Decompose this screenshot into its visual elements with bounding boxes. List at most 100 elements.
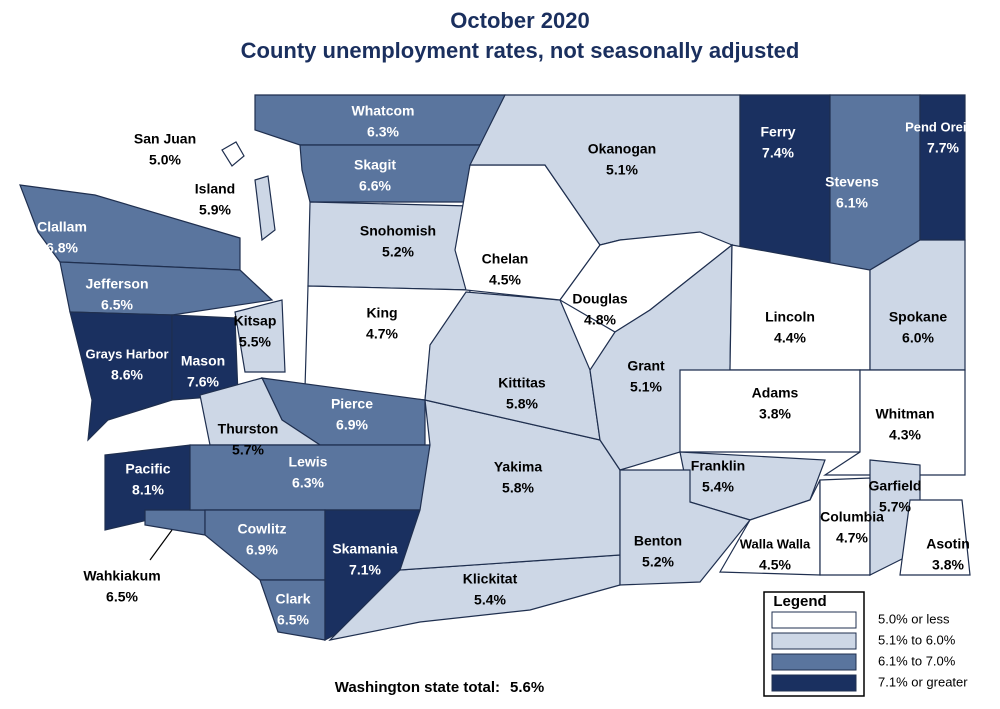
county-rate: 5.4% <box>702 479 734 495</box>
county-rate: 8.1% <box>132 482 164 498</box>
county-rate: 5.7% <box>879 499 911 515</box>
county-rate: 6.5% <box>101 297 133 313</box>
county-rate: 6.6% <box>359 178 391 194</box>
county-name: Spokane <box>889 309 948 325</box>
county-rate: 3.8% <box>932 557 964 573</box>
county-name: Whatcom <box>352 103 415 119</box>
county-name: Jefferson <box>85 276 148 292</box>
county-name: Skamania <box>332 541 398 557</box>
county-name: Stevens <box>825 174 879 190</box>
county-rate: 7.7% <box>927 140 959 156</box>
county-rate: 4.5% <box>759 557 791 573</box>
legend-swatch <box>771 632 857 650</box>
county-name: Adams <box>752 385 799 401</box>
county-shape <box>59 261 274 316</box>
county-rate: 4.8% <box>584 312 616 328</box>
title: October 2020 <box>450 8 589 33</box>
county-name: Walla Walla <box>740 536 811 551</box>
county-name: Douglas <box>572 291 627 307</box>
county-rate: 6.3% <box>292 475 324 491</box>
county-rate: 6.9% <box>336 417 368 433</box>
county-shape <box>221 141 245 167</box>
county-rate: 6.5% <box>106 589 138 605</box>
state-total-rate: 5.6% <box>510 679 544 696</box>
county-name: King <box>366 305 397 321</box>
county-name: Kittitas <box>498 375 546 391</box>
legend-swatch <box>771 611 857 629</box>
county-rate: 6.0% <box>902 330 934 346</box>
county-name: Pend Oreille <box>905 119 981 134</box>
legend-label: 7.1% or greater <box>878 674 968 689</box>
county-rate: 5.1% <box>606 162 638 178</box>
county-rate: 5.1% <box>630 379 662 395</box>
county-rate: 6.5% <box>277 612 309 628</box>
leader-line <box>149 529 173 561</box>
county-shape <box>234 299 286 373</box>
county-name: Columbia <box>820 509 884 525</box>
county-name: Asotin <box>926 536 970 552</box>
legend-label: 5.1% to 6.0% <box>878 632 956 647</box>
county-name: Skagit <box>354 157 396 173</box>
county-name: Pierce <box>331 396 373 412</box>
county-name: San Juan <box>134 131 196 147</box>
subtitle: County unemployment rates, not seasonall… <box>241 38 800 63</box>
county-rate: 7.6% <box>187 374 219 390</box>
county-name: Whitman <box>875 406 934 422</box>
county-rate: 4.4% <box>774 330 806 346</box>
county-name: Clark <box>275 591 310 607</box>
county-name: Grant <box>627 358 665 374</box>
county-name: Lincoln <box>765 309 815 325</box>
county-rate: 7.4% <box>762 145 794 161</box>
county-name: Thurston <box>218 421 279 437</box>
county-name: Okanogan <box>588 141 656 157</box>
county-rate: 4.7% <box>366 326 398 342</box>
county-rate: 6.8% <box>46 240 78 256</box>
county-rate: 5.8% <box>502 480 534 496</box>
county-rate: 5.4% <box>474 592 506 608</box>
county-labels: Whatcom 6.3% Skagit 6.6% San Juan 5.0% Island 5… <box>37 103 981 628</box>
county-rate: 5.9% <box>199 202 231 218</box>
legend-label: 5.0% or less <box>878 611 950 626</box>
county-rate: 4.3% <box>889 427 921 443</box>
counties <box>19 94 971 641</box>
county-name: Grays Harbor <box>85 346 168 361</box>
county-name: Mason <box>181 353 225 369</box>
county-name: Franklin <box>691 458 745 474</box>
county-name: Ferry <box>760 124 795 140</box>
county-name: Clallam <box>37 219 87 235</box>
county-name: Kitsap <box>234 313 277 329</box>
county-name: Chelan <box>482 251 529 267</box>
county-name: Pacific <box>125 461 170 477</box>
county-name: Lewis <box>289 454 328 470</box>
county-rate: 5.7% <box>232 442 264 458</box>
legend-swatch <box>771 674 857 692</box>
legend-swatch <box>771 653 857 671</box>
county-name: Snohomish <box>360 223 436 239</box>
county-rate: 6.9% <box>246 542 278 558</box>
county-rate: 3.8% <box>759 406 791 422</box>
county-name: Wahkiakum <box>83 568 160 584</box>
county-rate: 5.5% <box>239 334 271 350</box>
county-name: Island <box>195 181 235 197</box>
county-rate: 5.8% <box>506 396 538 412</box>
county-rate: 8.6% <box>111 367 143 383</box>
legend-title: Legend <box>773 593 826 610</box>
county-shape <box>199 377 323 446</box>
legend-frame <box>763 591 865 697</box>
county-shape <box>259 579 326 641</box>
county-shape <box>144 509 206 536</box>
county-name: Yakima <box>494 459 542 475</box>
county-rate: 7.1% <box>349 562 381 578</box>
county-rate: 4.5% <box>489 272 521 288</box>
county-name: Garfield <box>869 478 922 494</box>
county-shape <box>819 477 871 576</box>
county-rate: 5.0% <box>149 152 181 168</box>
county-shape <box>299 144 506 203</box>
county-name: Cowlitz <box>238 521 287 537</box>
county-rate: 4.7% <box>836 530 868 546</box>
county-rate: 6.1% <box>836 195 868 211</box>
state-total-label: Washington state total: <box>335 679 500 696</box>
county-rate: 6.3% <box>367 124 399 140</box>
county-name: Benton <box>634 533 682 549</box>
